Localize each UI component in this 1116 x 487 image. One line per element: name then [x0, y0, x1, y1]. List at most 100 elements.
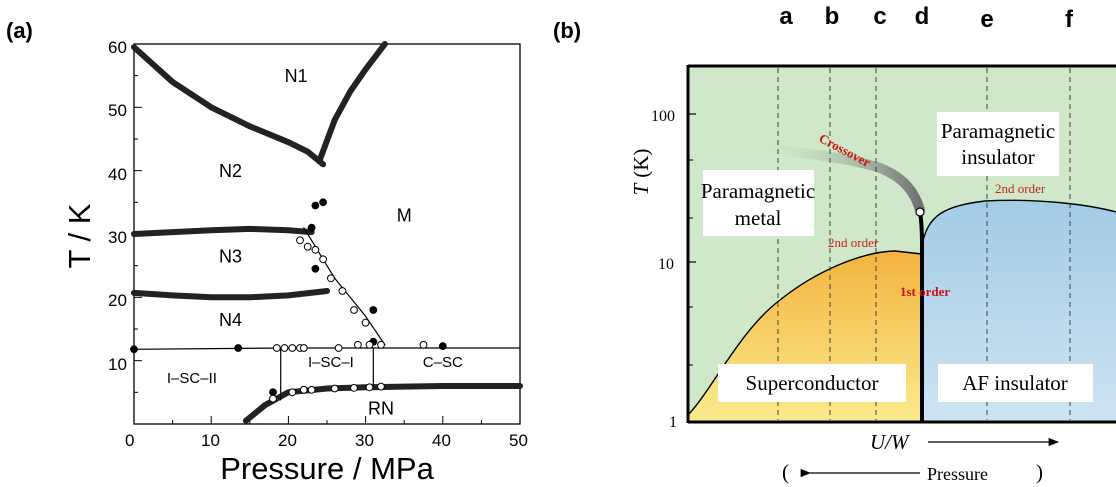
- filled-data-point: [438, 342, 447, 351]
- open-data-point: [334, 344, 343, 352]
- paramagnetic-metal-box: [703, 170, 814, 236]
- b-ytick-1: 1: [669, 414, 677, 431]
- af-insulator-label: AF insulator: [962, 371, 1068, 395]
- b-ylabel-unit: (K): [629, 149, 653, 178]
- column-label-a: a: [779, 3, 793, 30]
- filled-data-point: [269, 388, 277, 397]
- panel-b-chart: Paramagnetic metal Paramagnetic insulato…: [629, 64, 1116, 484]
- superconductor-boundary: [687, 250, 923, 416]
- paramagnetic-metal-label-line1: Paramagnetic: [701, 179, 815, 203]
- open-data-point: [365, 340, 374, 349]
- pressure-paren-close: ): [1036, 460, 1043, 484]
- open-data-point: [303, 242, 312, 251]
- panel-a-label: (a): [6, 18, 33, 43]
- x-tick-30: 30: [355, 431, 374, 450]
- panel-a-data-layer: N1 N2 N3 N4 M I–SC–II I–SC–I C–SC RN: [130, 41, 523, 424]
- y-tick-20: 20: [108, 291, 127, 310]
- paramagnetic-insulator-label-line2: insulator: [961, 145, 1035, 169]
- y-tick-50: 50: [108, 101, 127, 120]
- panel-b-x-axis-title: U/W: [870, 430, 911, 454]
- x-tick-40: 40: [432, 431, 451, 450]
- region-label-c-sc: C–SC: [423, 354, 463, 371]
- filled-data-point: [130, 345, 138, 354]
- phase-line-3: [131, 288, 330, 301]
- paramagnetic-metal-label-line2: metal: [735, 206, 782, 230]
- second-order-annotation-af: 2nd order: [995, 181, 1046, 196]
- phase-line-0: [131, 44, 327, 168]
- filled-data-point: [319, 198, 328, 207]
- first-order-annotation: 1st order: [900, 284, 950, 299]
- crossover-band: [750, 143, 925, 215]
- open-data-point: [365, 383, 374, 392]
- panel-a-x-axis-title: Pressure / MPa: [220, 451, 434, 486]
- b-ytick-100: 100: [651, 108, 675, 125]
- panel-a-y-axis-title: T / K: [62, 203, 97, 268]
- x-tick-10: 10: [201, 431, 220, 450]
- open-data-point: [338, 287, 347, 295]
- open-data-point: [350, 306, 358, 314]
- open-data-point: [299, 344, 308, 352]
- region-label-n4: N4: [219, 310, 242, 330]
- superconductor-label: Superconductor: [746, 371, 879, 395]
- region-label-rn: RN: [368, 399, 394, 419]
- superconductor-box: [718, 364, 906, 402]
- b-ylabel-symbol: T: [629, 182, 653, 195]
- open-data-point: [330, 384, 339, 393]
- open-data-point: [311, 245, 320, 254]
- region-label-n3: N3: [219, 247, 242, 267]
- panel-b-y-ticks: [688, 113, 696, 366]
- open-data-point: [272, 344, 281, 352]
- x-tick-0: 0: [125, 431, 134, 450]
- filled-data-point: [311, 201, 320, 210]
- second-order-annotation-sc: 2nd order: [828, 235, 879, 250]
- open-data-point: [327, 274, 335, 283]
- filled-data-point: [234, 344, 243, 352]
- x-tick-50: 50: [509, 431, 528, 450]
- region-label-i-sc-ii: I–SC–II: [167, 370, 217, 387]
- region-label-n2: N2: [219, 161, 242, 181]
- open-data-point: [354, 340, 362, 349]
- y-tick-60: 60: [108, 38, 127, 57]
- first-order-line: [918, 211, 924, 422]
- y-tick-40: 40: [108, 165, 127, 184]
- phase-line-2: [131, 225, 315, 237]
- region-label-m: M: [397, 205, 412, 225]
- filled-data-point: [369, 306, 378, 314]
- open-data-point: [288, 344, 297, 352]
- filled-data-point: [311, 264, 320, 273]
- open-data-point: [377, 382, 385, 391]
- y-tick-30: 30: [108, 228, 127, 247]
- open-data-point: [377, 340, 385, 349]
- paramagnetic-insulator-label-line1: Paramagnetic: [941, 119, 1055, 143]
- open-data-point: [288, 388, 297, 397]
- column-label-f: f: [1065, 6, 1074, 33]
- open-data-point: [269, 394, 277, 403]
- y-tick-10: 10: [108, 355, 127, 374]
- x-tick-20: 20: [278, 431, 297, 450]
- critical-endpoint: [915, 207, 925, 217]
- filled-data-point: [307, 223, 316, 232]
- open-data-point: [296, 236, 304, 245]
- region-label-n1: N1: [285, 66, 308, 86]
- region-label-i-sc-i: I–SC–I: [308, 354, 354, 371]
- open-data-point: [319, 255, 328, 264]
- pressure-label: Pressure: [927, 464, 988, 484]
- column-label-d: d: [915, 3, 930, 30]
- column-label-b: b: [825, 3, 840, 30]
- open-data-point: [280, 344, 289, 352]
- panel-b-label: (b): [553, 18, 581, 43]
- b-ytick-10: 10: [658, 256, 674, 273]
- column-label-c: c: [873, 3, 886, 30]
- af-insulator-box: [938, 364, 1093, 402]
- panel-b-column-labels: a b c d e f: [779, 3, 1074, 33]
- column-label-e: e: [980, 6, 993, 33]
- open-data-point: [419, 340, 428, 349]
- phase-line-6: [303, 227, 386, 346]
- open-data-point: [361, 318, 370, 327]
- open-data-point: [307, 385, 316, 394]
- panel-a-frame: [133, 43, 521, 425]
- open-data-point: [350, 384, 358, 392]
- af-boundary: [921, 199, 1116, 246]
